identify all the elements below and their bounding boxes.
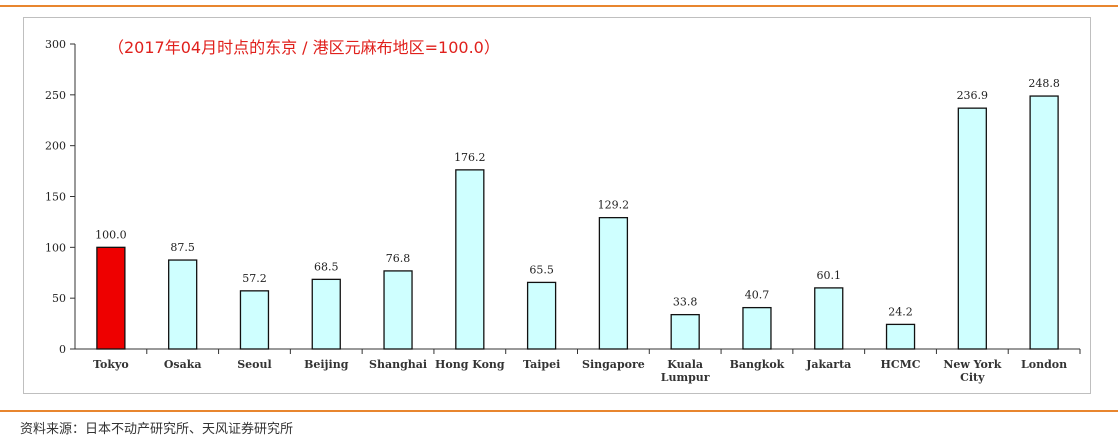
- bar: [1029, 95, 1059, 350]
- bottom-rule: [0, 410, 1118, 412]
- bar: [383, 270, 413, 350]
- bar: [311, 278, 341, 350]
- data-label: 236.9: [957, 89, 989, 102]
- y-tick-label: 300: [45, 38, 66, 51]
- bar: [239, 290, 270, 350]
- bar: [814, 287, 844, 350]
- bar: [455, 169, 485, 350]
- bar: [885, 323, 916, 350]
- data-label: 176.2: [454, 151, 486, 164]
- x-tick-label: Tokyo: [93, 358, 129, 371]
- data-label: 40.7: [745, 289, 770, 302]
- source-note: 资料来源：日本不动产研究所、天风证券研究所: [20, 422, 294, 437]
- data-label: 60.1: [817, 269, 842, 282]
- x-tick-label: Taipei: [523, 358, 560, 371]
- data-label: 24.2: [888, 305, 913, 318]
- x-tick-label: Beijing: [304, 358, 349, 371]
- bar: [670, 313, 700, 350]
- y-tick-label: 0: [59, 343, 66, 356]
- x-tick-label: Jakarta: [805, 358, 851, 371]
- chart-frame: （2017年04月时点的东京 / 港区元麻布地区=100.0） 0 50 100 150…: [23, 17, 1091, 394]
- bar: [957, 107, 987, 350]
- y-tick-label: 50: [52, 292, 66, 305]
- data-label: 100.0: [95, 228, 127, 241]
- x-tick-label: Seoul: [237, 358, 271, 371]
- bar: [96, 246, 126, 350]
- data-label: 33.8: [673, 296, 698, 309]
- y-tick-label: 150: [45, 191, 66, 204]
- x-tick-label: City: [960, 371, 985, 384]
- x-tick-label: Kuala: [667, 358, 703, 371]
- y-tick-label: 200: [45, 140, 66, 153]
- bar: [526, 281, 557, 350]
- data-label: 65.5: [529, 263, 554, 276]
- x-tick-label: Bangkok: [730, 358, 785, 371]
- data-label: 57.2: [242, 272, 267, 285]
- top-rule: [0, 5, 1118, 7]
- bar-chart: （2017年04月时点的东京 / 港区元麻布地区=100.0） 0 50 100 150…: [45, 38, 1081, 384]
- data-label: 76.8: [386, 252, 411, 265]
- x-tick-label: New York: [943, 358, 1001, 371]
- data-label: 248.8: [1028, 77, 1060, 90]
- x-tick-label: London: [1021, 358, 1067, 371]
- x-tick-label: HCMC: [880, 358, 920, 371]
- x-tick-label: Osaka: [164, 358, 202, 371]
- bar: [742, 306, 772, 350]
- x-tick-label: Lumpur: [661, 371, 710, 384]
- data-label: 129.2: [598, 199, 630, 212]
- chart-title: （2017年04月时点的东京 / 港区元麻布地区=100.0）: [108, 38, 500, 57]
- data-label: 68.5: [314, 260, 339, 273]
- x-tick-label: Singapore: [582, 358, 645, 371]
- x-tick-label: Shanghai: [369, 358, 427, 371]
- data-label: 87.5: [170, 241, 195, 254]
- y-tick-label: 100: [45, 241, 66, 254]
- y-tick-label: 250: [45, 89, 66, 102]
- bar: [598, 216, 629, 350]
- bar: [168, 259, 198, 350]
- x-tick-label: Hong Kong: [435, 358, 505, 371]
